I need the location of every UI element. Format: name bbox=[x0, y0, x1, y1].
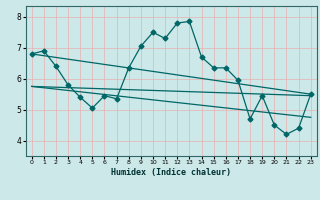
X-axis label: Humidex (Indice chaleur): Humidex (Indice chaleur) bbox=[111, 168, 231, 177]
